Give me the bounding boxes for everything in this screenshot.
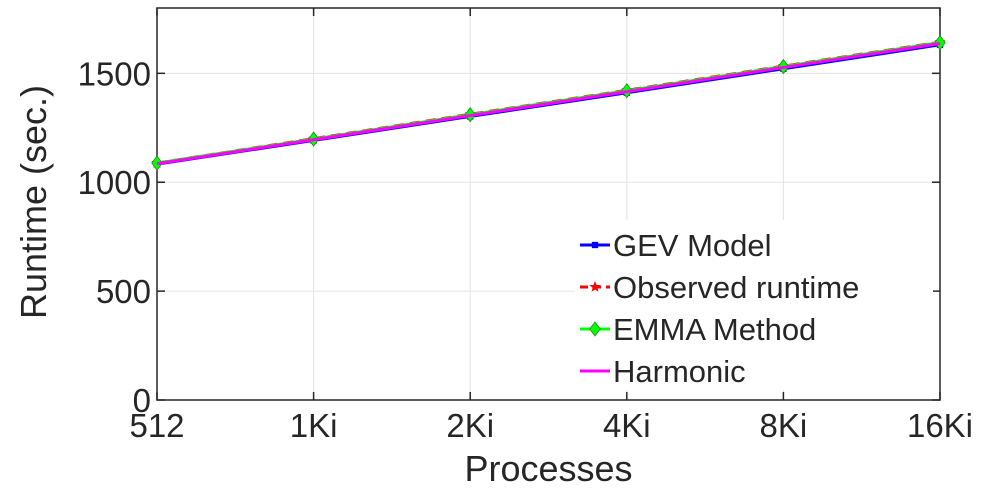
x-tick-label: 16Ki — [907, 407, 973, 444]
legend-entry: EMMA Method — [580, 312, 816, 347]
series-harmonic — [156, 42, 941, 166]
legend-label: Harmonic — [613, 354, 746, 389]
series-line — [156, 42, 941, 166]
y-tick-label: 1000 — [78, 164, 151, 201]
data-point-star-marker — [589, 281, 601, 292]
legend-box — [575, 220, 933, 390]
data-point-diamond-marker — [589, 321, 601, 337]
legend-label: Observed runtime — [613, 270, 859, 305]
x-tick-label: 4Ki — [603, 407, 651, 444]
x-axis-ticks: 512 1Ki 2Ki 4Ki 8Ki 16Ki — [129, 8, 973, 444]
x-axis-label: Processes — [464, 448, 632, 489]
legend-label: GEV Model — [613, 228, 772, 263]
legend-label: EMMA Method — [613, 312, 816, 347]
series-group — [151, 34, 946, 171]
x-tick-label: 512 — [129, 407, 184, 444]
y-axis-ticks: 0 500 1000 1500 — [78, 55, 940, 419]
x-tick-label: 8Ki — [760, 407, 808, 444]
y-tick-label: 0 — [133, 382, 151, 419]
x-tick-label: 2Ki — [446, 407, 494, 444]
y-axis-label: Runtime (sec.) — [13, 85, 54, 319]
data-point-diamond-marker — [934, 34, 946, 51]
data-point-square-marker — [591, 241, 599, 249]
y-tick-label: 500 — [96, 273, 151, 310]
y-tick-label: 1500 — [78, 55, 151, 92]
x-tick-label: 1Ki — [290, 407, 338, 444]
legend-entry: Observed runtime — [580, 270, 859, 305]
plot-area-frame — [156, 7, 941, 401]
legend: GEV Model Observed runtime EMMA Method Harm… — [575, 220, 933, 390]
legend-entry: GEV Model — [580, 228, 772, 263]
legend-entry: Harmonic — [580, 354, 746, 389]
